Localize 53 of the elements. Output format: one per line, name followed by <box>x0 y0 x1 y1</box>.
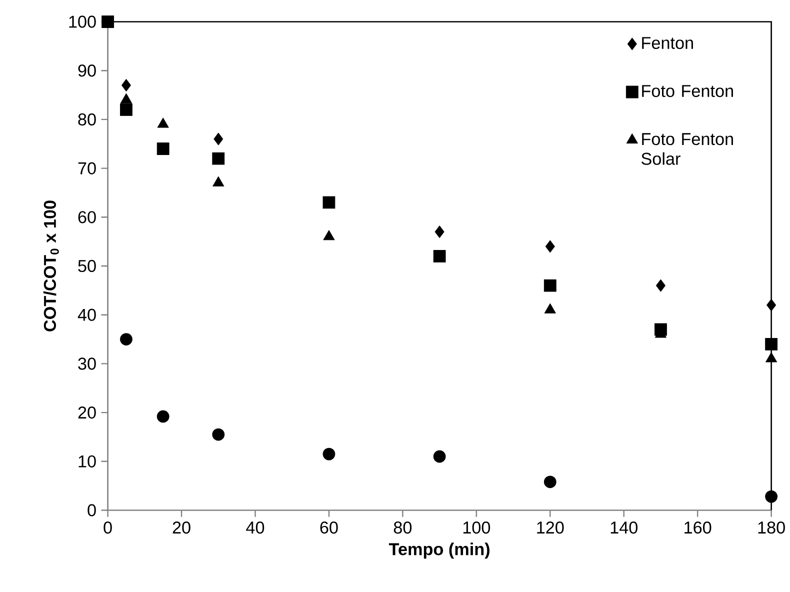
point <box>212 428 225 441</box>
x-tick-label: 120 <box>537 521 564 534</box>
point <box>322 448 336 460</box>
x-tick-label: 60 <box>320 521 338 534</box>
point <box>212 152 225 165</box>
y-tick-label: 100 <box>69 16 96 28</box>
point <box>122 78 131 92</box>
x-tick-label: 160 <box>684 521 712 534</box>
point <box>214 132 224 146</box>
point <box>102 15 114 28</box>
legend-label: Fenton <box>642 36 693 49</box>
point <box>766 298 776 312</box>
x-axis-title: Tempo (min) <box>388 542 490 558</box>
point <box>433 450 446 463</box>
point <box>120 103 132 116</box>
x-tick-label: 140 <box>610 521 638 534</box>
legend-label: Foto Fenton Solar <box>642 133 733 165</box>
point <box>434 225 444 238</box>
y-tick-label: 90 <box>78 64 96 77</box>
x-tick-label: 0 <box>104 521 112 534</box>
y-tick-label: 50 <box>78 260 96 272</box>
point <box>544 303 556 314</box>
point <box>433 250 446 262</box>
point <box>323 230 335 240</box>
y-axis-title: COT/COT$_{0}$ x 100 <box>43 200 59 332</box>
point <box>765 490 778 503</box>
x-tick-label: 100 <box>463 521 490 534</box>
point <box>766 352 778 362</box>
point <box>120 93 132 104</box>
y-tick-label: 0 <box>88 504 96 516</box>
point <box>545 240 555 252</box>
point <box>544 279 556 292</box>
y-tick-label: 80 <box>78 113 96 126</box>
point <box>322 196 336 209</box>
x-tick-label: 20 <box>172 521 190 534</box>
legend-label: Foto Fenton <box>642 84 733 97</box>
point <box>157 118 169 128</box>
point <box>156 142 170 155</box>
x-tick-label: 180 <box>758 521 785 534</box>
y-tick-label: 60 <box>78 210 96 224</box>
y-tick-label: 30 <box>78 357 96 370</box>
y-tick-label: 10 <box>78 455 96 468</box>
y-tick-label: 40 <box>78 308 96 321</box>
point <box>120 332 132 346</box>
point <box>212 176 224 186</box>
point <box>544 476 556 488</box>
point <box>156 410 170 422</box>
y-tick-label: 70 <box>78 162 96 174</box>
y-tick-label: 20 <box>78 406 96 418</box>
x-tick-label: 80 <box>394 521 412 534</box>
point <box>765 338 778 350</box>
point <box>656 279 666 292</box>
x-tick-label: 40 <box>246 521 264 534</box>
